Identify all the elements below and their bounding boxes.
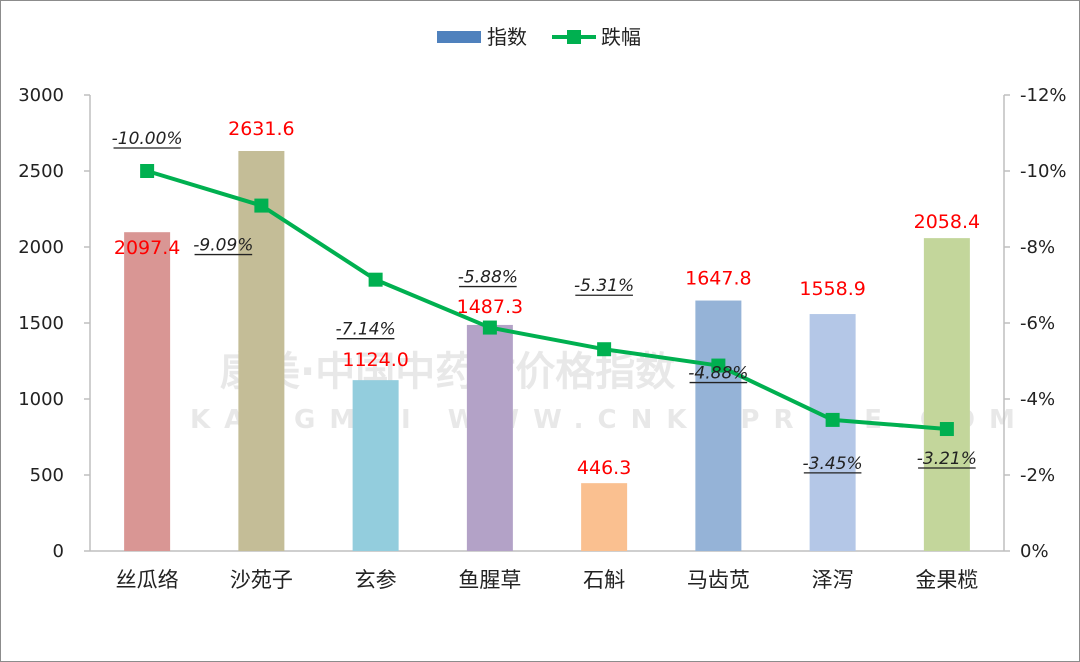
legend-label-index: 指数 (487, 25, 527, 49)
watermark-line1: 康美·中国中药材价格指数 (220, 349, 675, 395)
bar (466, 324, 513, 551)
change-value-label: -3.21% (917, 449, 977, 469)
category-labels: 丝瓜络 沙苑子 玄参 鱼腥草 石斛 马齿苋 泽泻 金果榄 (116, 568, 979, 592)
bar (809, 314, 856, 551)
bar (124, 232, 171, 552)
change-value-label: -5.88% (458, 268, 518, 288)
watermark-line2: KANGMEI WWW.CNKMPRICE.COM (190, 405, 1029, 435)
bar (581, 483, 628, 551)
bar-value-label: 2631.6 (228, 118, 294, 140)
left-tick-label: 1000 (18, 389, 64, 410)
left-tick-label: 3000 (18, 85, 64, 106)
right-tick-label: -4% (1020, 389, 1055, 410)
change-value-label: -9.09% (193, 236, 253, 256)
change-marker (254, 198, 269, 213)
change-value-label: -3.45% (803, 454, 863, 474)
left-tick-label: 2500 (18, 161, 64, 182)
change-marker (140, 164, 155, 178)
bar-value-labels: 2097.4 2631.6 1124.0 1487.3 446.3 1647.8 1558.… (114, 118, 980, 479)
right-axis-ticks: 0% -2% -4% -6% -8% -10% -12% (1004, 85, 1067, 562)
change-value-label: -7.14% (336, 320, 396, 340)
category-label: 沙苑子 (230, 568, 293, 592)
left-tick-label: 0 (53, 541, 64, 562)
change-value-label: -4.88% (688, 364, 748, 384)
right-tick-label: -12% (1020, 85, 1067, 106)
legend-bar-swatch (437, 31, 481, 43)
right-tick-label: -2% (1020, 465, 1055, 486)
change-value-label: -10.00% (112, 129, 183, 149)
right-tick-label: 0% (1020, 541, 1049, 562)
change-marker (482, 320, 497, 335)
change-marker (368, 272, 383, 287)
change-value-label: -5.31% (574, 276, 634, 296)
bar (923, 238, 970, 551)
right-tick-label: -10% (1020, 161, 1067, 182)
watermark: 康美·中国中药材价格指数 KANGMEI WWW.CNKMPRICE.COM (190, 349, 1029, 435)
bar (695, 300, 742, 551)
change-marker (825, 412, 840, 427)
change-line (140, 164, 954, 437)
left-tick-label: 500 (30, 465, 64, 486)
change-line-path (146, 169, 948, 432)
legend-label-change: 跌幅 (601, 25, 641, 49)
left-tick-label: 2000 (18, 237, 64, 258)
bar-value-label: 1558.9 (799, 278, 865, 300)
left-tick-label: 1500 (18, 313, 64, 334)
right-tick-label: -6% (1020, 313, 1055, 334)
change-marker (711, 358, 726, 373)
category-label: 泽泻 (812, 568, 854, 592)
category-label: 石斛 (583, 568, 625, 592)
category-label: 金果榄 (915, 568, 978, 592)
bar-value-label: 1124.0 (342, 349, 408, 371)
bar-value-label: 446.3 (577, 457, 631, 479)
category-label: 玄参 (355, 568, 397, 592)
legend: 指数 跌幅 (437, 25, 641, 49)
left-axis-ticks: 0 500 1000 1500 2000 2500 3000 (18, 85, 90, 562)
right-tick-label: -8% (1020, 237, 1055, 258)
axes (89, 95, 1005, 552)
bar-value-label: 2058.4 (914, 211, 980, 233)
change-marker (939, 422, 954, 437)
bar (352, 380, 399, 551)
category-label: 丝瓜络 (116, 568, 179, 592)
category-label: 马齿苋 (687, 568, 750, 592)
category-label: 鱼腥草 (458, 568, 521, 592)
bar-value-label: 1487.3 (457, 296, 523, 318)
change-value-labels: -10.00% -9.09% -7.14% -5.88% -5.31% -4.88% -3.… (112, 129, 977, 474)
change-marker (597, 342, 612, 357)
legend-marker-swatch (567, 30, 581, 44)
bar-value-label: 2097.4 (114, 237, 180, 259)
bar-value-label: 1647.8 (685, 268, 751, 290)
